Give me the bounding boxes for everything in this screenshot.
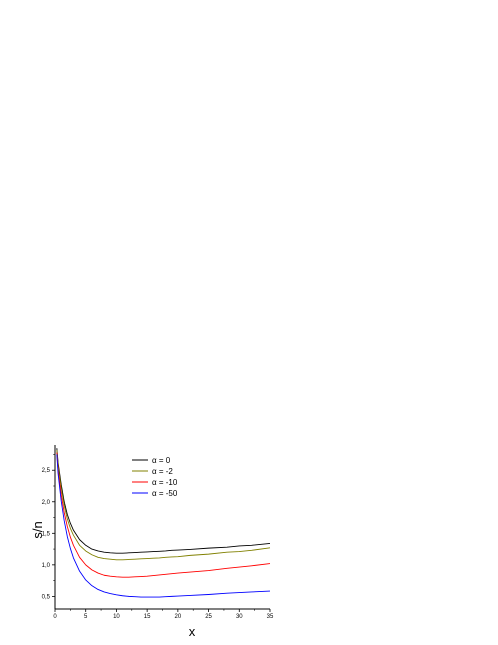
y-tick-label: 2,0 bbox=[42, 500, 51, 506]
axes: 0 5 10 15 20 25 30 35 0,5 1,0 1,5 2,0 2,5 bbox=[42, 445, 274, 620]
x-tick-label: 25 bbox=[205, 614, 212, 620]
series-line-3 bbox=[56, 452, 271, 578]
series-line-2 bbox=[56, 450, 271, 561]
y-tick-label: 2,5 bbox=[42, 468, 51, 474]
legend-label-3: α = -10 bbox=[152, 478, 178, 487]
x-tick-label: 30 bbox=[236, 614, 243, 620]
y-tick-label: 1,0 bbox=[42, 563, 51, 569]
legend-label-2: α = -2 bbox=[152, 467, 173, 476]
x-tick-label: 15 bbox=[144, 614, 151, 620]
x-axis-title: x bbox=[189, 624, 196, 639]
y-tick-label: 1,5 bbox=[42, 531, 51, 537]
series-line-4 bbox=[56, 454, 271, 598]
legend-label-1: α = 0 bbox=[152, 456, 171, 465]
x-tick-label: 35 bbox=[267, 614, 274, 620]
x-tick-label: 5 bbox=[84, 614, 88, 620]
x-tick-label: 20 bbox=[175, 614, 182, 620]
series-line-1 bbox=[56, 448, 271, 554]
x-tick-label: 0 bbox=[53, 614, 57, 620]
y-tick-label: 0,5 bbox=[42, 594, 51, 600]
x-tick-label: 10 bbox=[113, 614, 120, 620]
series-layer bbox=[56, 448, 271, 598]
y-axis-title: s/n bbox=[30, 521, 45, 538]
legend: α = 0 α = -2 α = -10 α = -50 bbox=[132, 456, 178, 498]
legend-label-4: α = -50 bbox=[152, 489, 178, 498]
